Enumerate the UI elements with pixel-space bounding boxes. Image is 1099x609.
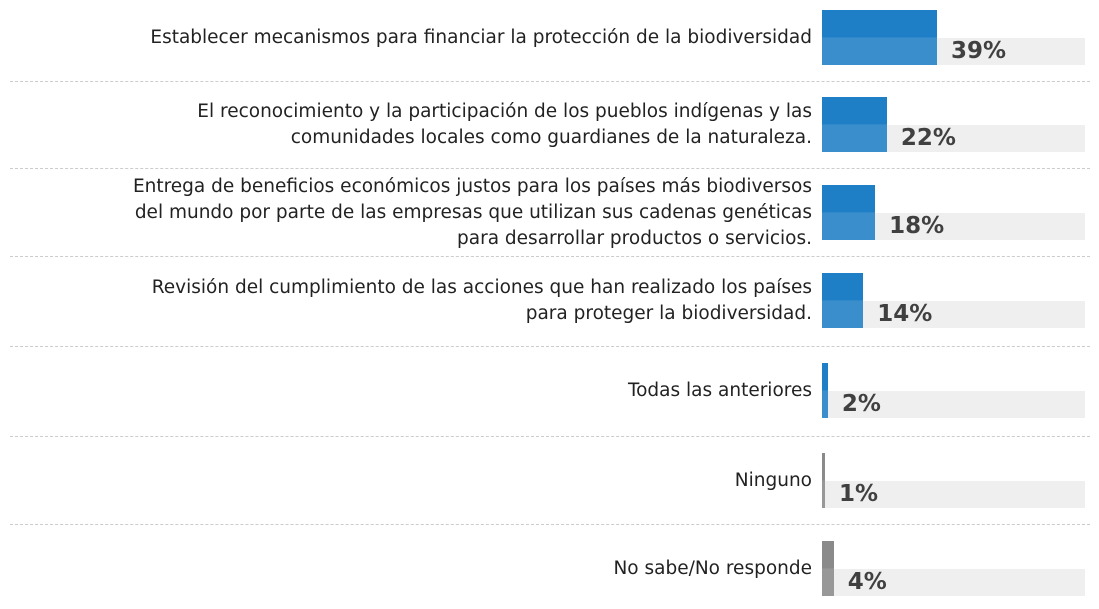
bar: [822, 273, 864, 328]
category-text: Todas las anteriores: [627, 379, 812, 401]
category-text: Ninguno: [734, 469, 812, 491]
separator: [10, 436, 1090, 437]
category-label: Establecer mecanismos para financiar la …: [20, 4, 812, 71]
category-text: Entrega de beneficios económicos justos …: [132, 175, 812, 249]
bar-track: [822, 301, 1085, 328]
value-label: 39%: [951, 38, 1007, 64]
category-label: Todas las anteriores: [20, 357, 812, 424]
separator: [10, 524, 1090, 525]
separator: [10, 168, 1090, 169]
bar: [822, 541, 834, 596]
value-label: 4%: [847, 569, 887, 595]
value-label: 18%: [889, 213, 945, 239]
separator: [10, 256, 1090, 257]
category-text: No sabe/No responde: [613, 557, 812, 579]
bar: [822, 363, 828, 418]
value-label: 14%: [877, 301, 933, 327]
bar: [822, 453, 825, 508]
bar: [822, 10, 938, 65]
category-text: El reconocimiento y la participación de …: [197, 100, 812, 148]
value-label: 2%: [841, 391, 881, 417]
category-label: Entrega de beneficios económicos justos …: [20, 176, 812, 249]
separator: [10, 346, 1090, 347]
value-label: 1%: [838, 481, 878, 507]
bar-track: [822, 569, 1085, 596]
category-text: Revisión del cumplimiento de las accione…: [151, 276, 812, 324]
category-text: Establecer mecanismos para financiar la …: [150, 26, 812, 48]
value-label: 22%: [900, 125, 956, 151]
category-label: El reconocimiento y la participación de …: [20, 91, 812, 158]
bar: [822, 97, 887, 152]
bar-track: [822, 391, 1085, 418]
category-label: Revisión del cumplimiento de las accione…: [20, 267, 812, 334]
separator: [10, 81, 1090, 82]
bar: [822, 185, 876, 240]
category-label: No sabe/No responde: [20, 535, 812, 602]
bar-track: [822, 481, 1085, 508]
category-label: Ninguno: [20, 447, 812, 514]
